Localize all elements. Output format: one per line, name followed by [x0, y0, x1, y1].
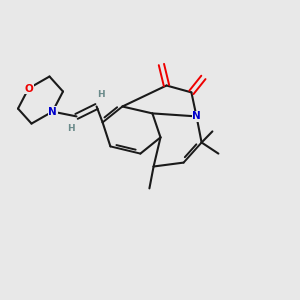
Text: N: N — [48, 106, 57, 117]
Text: H: H — [68, 124, 75, 133]
Text: O: O — [24, 83, 33, 94]
Text: H: H — [98, 90, 105, 99]
Text: N: N — [192, 111, 201, 122]
